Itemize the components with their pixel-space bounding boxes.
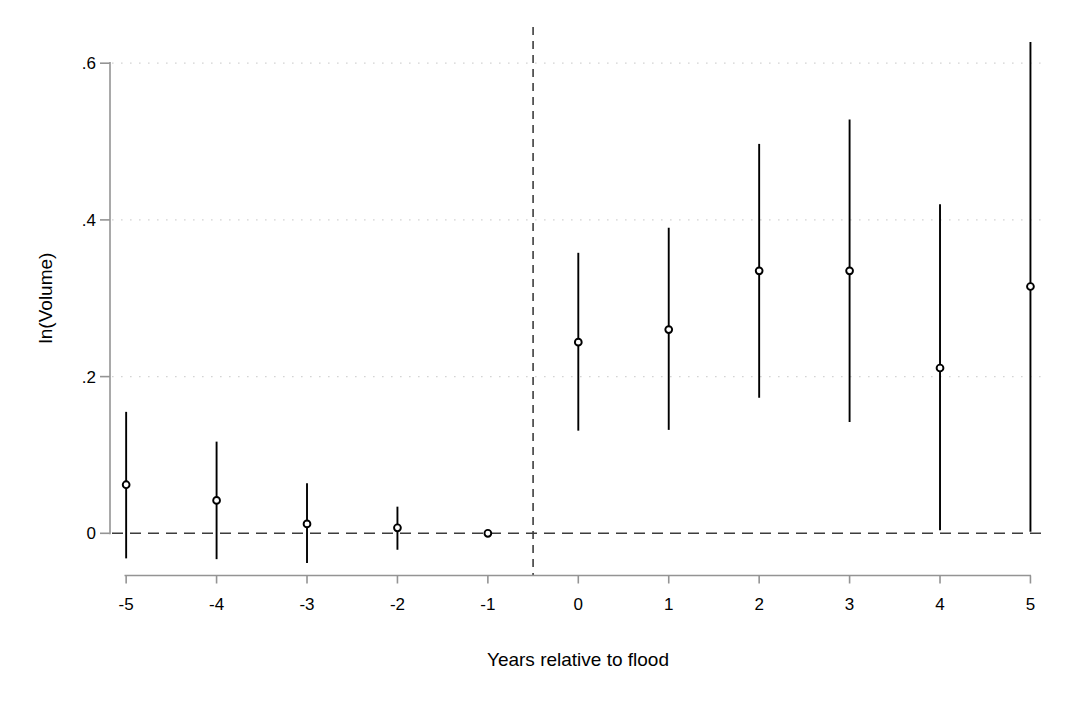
x-tick-label: 3 xyxy=(845,595,854,614)
x-tick-label: -4 xyxy=(209,595,224,614)
point-marker xyxy=(123,481,130,488)
y-axis-title: ln(Volume) xyxy=(35,253,56,344)
event-study-chart: 0 .2 .4 .6 -5 -4 -3 -2 -1 0 1 2 3 4 5 ln(Volume) Years… xyxy=(0,0,1072,714)
x-axis-title: Years relative to flood xyxy=(487,649,669,670)
x-tick-label: 2 xyxy=(754,595,763,614)
x-tick-label: -5 xyxy=(119,595,134,614)
point-marker xyxy=(1027,283,1034,290)
x-tick-label: 0 xyxy=(574,595,583,614)
point-marker xyxy=(304,520,311,527)
point-marker xyxy=(213,497,220,504)
point-marker xyxy=(484,530,491,537)
point-marker xyxy=(665,326,672,333)
point-marker xyxy=(394,524,401,531)
plot-layers: 0 .2 .4 .6 -5 -4 -3 -2 -1 0 1 2 3 4 5 xyxy=(82,27,1048,614)
y-tick-label: 0 xyxy=(87,524,96,543)
x-tick-label: -3 xyxy=(299,595,314,614)
x-tick-label: -1 xyxy=(480,595,495,614)
y-tick-label: .4 xyxy=(82,211,96,230)
point-marker xyxy=(937,365,944,372)
y-tick-label: .6 xyxy=(82,54,96,73)
x-tick-label: 1 xyxy=(664,595,673,614)
point-marker xyxy=(846,267,853,274)
point-marker xyxy=(575,339,582,346)
x-tick-label: 5 xyxy=(1026,595,1035,614)
x-tick-label: 4 xyxy=(935,595,944,614)
point-marker xyxy=(756,267,763,274)
y-tick-label: .2 xyxy=(82,368,96,387)
x-tick-label: -2 xyxy=(390,595,405,614)
plot-canvas: 0 .2 .4 .6 -5 -4 -3 -2 -1 0 1 2 3 4 5 ln(Volume) Years… xyxy=(0,0,1072,714)
